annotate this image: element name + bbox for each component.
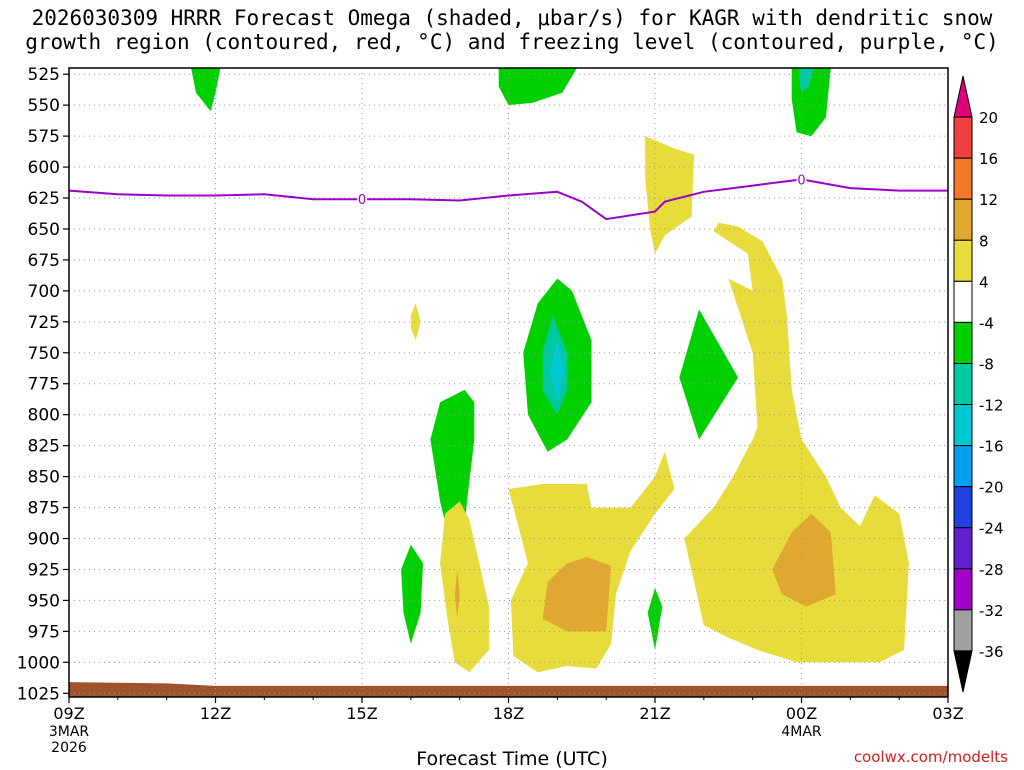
x-tick-label-6: 03Z [932,704,963,723]
y-tick-label-7: 700 [28,282,60,302]
colorbar-label-3: 8 [979,232,989,250]
y-tick-label-6: 675 [28,251,60,271]
colorbar-bin-11 [953,527,973,570]
colorbar-bin-1 [953,116,973,159]
omega-region-17 [772,513,836,607]
colorbar-label-13: -36 [979,643,1004,661]
colorbar-top-arrow [953,75,973,118]
omega-region-18 [454,569,460,619]
colorbar-label-8: -16 [979,438,1004,456]
omega-region-15 [684,222,909,663]
omega-region-1 [498,68,577,106]
y-tick-label-16: 925 [28,560,60,580]
y-tick-label-11: 800 [28,406,60,426]
y-tick-label-2: 575 [28,127,60,147]
x-tick-label-0: 09Z [53,704,84,723]
omega-region-8 [550,340,565,403]
x-sub-label-0-1: 2026 [51,740,87,756]
colorbar-bin-3 [953,198,973,241]
y-tick-label-1: 550 [28,96,60,116]
omega-region-5 [410,303,421,341]
y-tick-label-13: 850 [28,468,60,488]
x-tick-label-3: 18Z [493,704,524,723]
colorbar-label-7: -12 [979,397,1004,415]
freezing-level: 00 [68,171,948,221]
y-tick-label-14: 875 [28,499,60,519]
y-tick-label-0: 525 [28,65,60,85]
surface-band [69,682,948,697]
omega-region-9 [679,309,738,440]
colorbar-bin-12 [953,568,973,611]
y-tick-label-9: 750 [28,344,60,364]
y-tick-label-19: 1000 [17,653,60,673]
omega-region-2 [791,68,831,137]
chart-title-line-1: 2026030309 HRRR Forecast Omega (shaded, … [31,6,993,30]
colorbar-label-1: 16 [979,150,998,168]
freezing-level-label-1: 0 [797,173,805,188]
x-tick-label-5: 00Z [786,704,817,723]
colorbar-bin-7 [953,362,973,406]
y-tick-label-15: 900 [28,530,60,550]
colorbar-bin-10 [953,486,973,529]
omega-regions [69,68,948,697]
x-sub-label-1-0: 4MAR [781,724,822,740]
omega-region-16 [542,557,612,632]
omega-region-11 [401,544,423,644]
y-tick-label-5: 650 [28,220,60,240]
y-tick-label-3: 600 [28,158,60,178]
y-tick-label-17: 950 [28,591,60,611]
colorbar-label-2: 12 [979,191,998,209]
x-sub-label-0-0: 3MAR [49,724,90,740]
colorbar: 20 16 12 8 4 -4 -8 -12 -16 -20 -24 -28 -32 -36 [953,75,1004,693]
colorbar-bin-2 [953,157,973,200]
colorbar-bin-8 [953,404,973,447]
y-tick-label-12: 825 [28,437,60,457]
chart-title-line-2: growth region (contoured, red, °C) and f… [25,30,999,54]
x-tick-label-4: 21Z [639,704,670,723]
x-tick-label-1: 12Z [200,704,231,723]
freezing-level-label-bg-1 [796,171,807,186]
colorbar-bin-4 [953,239,973,282]
omega-region-13 [440,501,489,673]
colorbar-label-5: -4 [979,314,994,332]
colorbar-label-11: -28 [979,561,1004,579]
y-tick-label-8: 725 [28,313,60,333]
colorbar-bin-6 [953,321,973,364]
freezing-level-line [68,178,948,221]
y-tick-label-18: 975 [28,622,60,642]
axes: 525 550 575 600 625 650 675 700 725 750 775 800 825 8… [17,65,964,756]
colorbar-label-4: 4 [979,273,989,291]
freezing-level-label-bg-0 [357,191,367,206]
omega-region-0 [191,68,221,112]
colorbar-label-6: -8 [979,355,994,373]
freezing-level-label-0: 0 [358,193,366,208]
y-tick-label-20: 1025 [17,684,60,704]
x-axis-label: Forecast Time (UTC) [416,748,608,770]
omega-region-3 [799,68,814,93]
omega-region-4 [645,136,695,254]
y-tick-label-10: 775 [28,375,60,395]
colorbar-bin-13 [953,609,973,652]
colorbar-bottom-arrow [953,650,973,693]
y-tick-label-4: 625 [28,189,60,209]
colorbar-bin-5 [953,280,973,323]
colorbar-label-10: -24 [979,520,1004,538]
x-tick-label-2: 15Z [346,704,377,723]
colorbar-label-12: -32 [979,602,1004,620]
colorbar-label-9: -20 [979,479,1004,497]
colorbar-label-0: 20 [979,109,998,127]
colorbar-bin-9 [953,445,973,488]
credit-link[interactable]: coolwx.com/modelts [853,748,1008,766]
